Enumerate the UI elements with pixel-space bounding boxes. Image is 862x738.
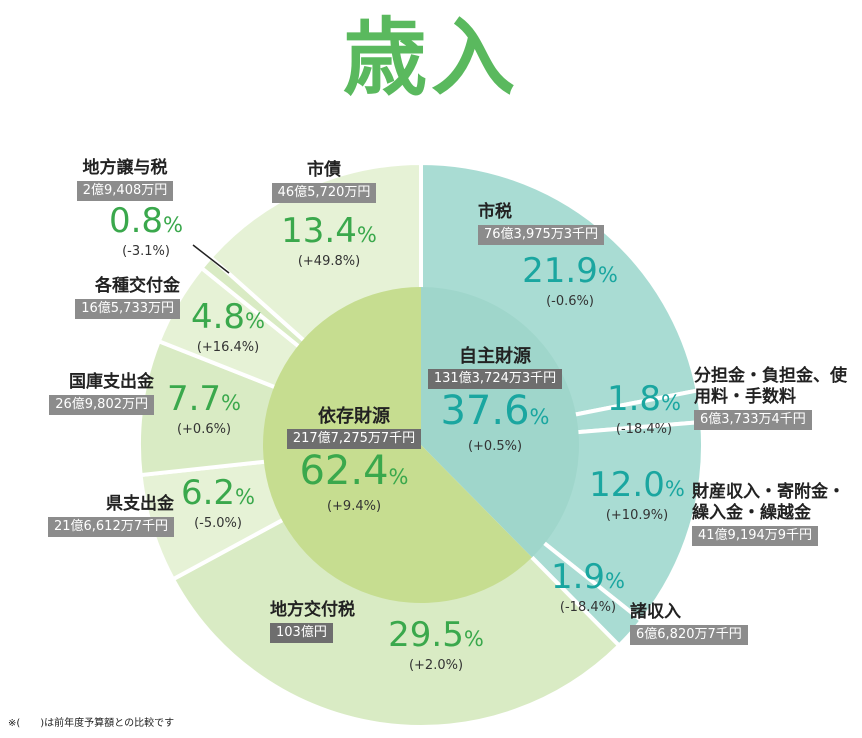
pct-shisai: 13.4% (+49.8%) [264,212,394,270]
slice-amount: 2億9,408万円 [76,181,174,201]
slice-name: 各種交付金 [95,276,180,296]
slice-percent: 13.4 [281,211,357,251]
percent-sign: % [163,213,184,237]
percent-sign: % [664,477,685,501]
slice-amount: 6億3,733万4千円 [694,410,812,430]
slice-amount: 16億5,733万円 [75,299,180,319]
leader-line [192,244,230,274]
label-kokko: 国庫支出金 26億9,802万円 [14,372,154,415]
percent-sign: % [235,485,256,509]
pct-shoshunyu: 1.9% (-18.4%) [540,558,636,616]
percent-sign: % [221,391,242,415]
percent-sign: % [356,223,377,247]
group-amount: 131億3,724万3千円 [427,369,563,389]
slice-amount: 21億6,612万7千円 [47,517,174,537]
slice-percent: 0.8 [108,201,164,241]
slice-amount: 26億9,802万円 [49,395,154,415]
percent-sign: % [463,627,484,651]
slice-percent: 12.0 [589,465,665,505]
percent-sign: % [388,465,409,489]
label-joyozei: 地方譲与税 2億9,408万円 [60,158,190,201]
slice-change: (-3.1%) [122,244,170,259]
percent-sign: % [605,569,626,593]
group-change: (+0.5%) [467,439,523,454]
group-name: 依存財源 [318,406,390,427]
slice-change: (-5.0%) [194,516,242,531]
label-shizei: 市税 76億3,975万3千円 [478,202,605,245]
percent-sign: % [597,263,618,287]
inner-slice-0 [421,287,579,558]
percent-sign: % [661,391,682,415]
slice-change: (+16.4%) [196,340,260,355]
slice-percent: 4.8 [190,297,246,337]
slice-amount: 6億6,820万7千円 [630,625,748,645]
group-amount: 217億7,275万7千円 [286,429,422,449]
chart-title: 歳入 [342,8,519,107]
slice-name: 市税 [478,202,512,222]
pct-kokko: 7.7% (+0.6%) [158,380,250,438]
slice-change: (+49.8%) [297,254,361,269]
pct-zaisan: 12.0% (+10.9%) [582,466,692,524]
slice-name: 地方譲与税 [82,158,168,178]
percent-sign: % [245,309,266,333]
pct-kofuzei: 29.5% (+2.0%) [376,616,496,674]
label-jishu: 自主財源 131億3,724万3千円 37.6% (+0.5%) [408,346,582,455]
slice-change: (+10.9%) [605,508,669,523]
slice-percent: 1.9 [550,557,606,597]
footnote: ※( )は前年度予算額との比較です [8,718,175,729]
slice-amount: 41億9,194万9千円 [692,526,819,546]
slice-percent: 1.8 [606,379,662,419]
group-percent: 37.6 [440,388,530,434]
pct-shizei: 21.9% (-0.6%) [505,252,635,310]
percent-sign: % [529,405,550,429]
group-percent: 62.4 [299,448,389,494]
slice-change: (+0.6%) [176,422,232,437]
label-shisai: 市債 46億5,720万円 [254,160,394,203]
label-zaisan: 財産収入・寄附金・繰入金・繰越金 41億9,194万9千円 [692,482,857,546]
label-shoshunyu: 諸収入 6億6,820万7千円 [630,602,748,645]
slice-percent: 6.2 [180,473,236,513]
slice-percent: 21.9 [522,251,598,291]
pct-joyozei: 0.8% (-3.1%) [96,202,196,260]
label-izon: 依存財源 217億7,275万7千円 62.4% (+9.4%) [266,406,442,515]
slice-name: 財産収入・寄附金・繰入金・繰越金 [692,482,845,523]
label-kofuzei: 地方交付税 103億円 [270,600,355,643]
slice-name: 諸収入 [630,602,681,622]
slice-name: 国庫支出金 [69,372,154,392]
pct-kakushu: 4.8% (+16.4%) [180,298,276,356]
slice-name: 市債 [307,160,341,180]
slice-name: 分担金・負担金、使用料・手数料 [694,366,847,407]
label-kenshishutsu: 県支出金 21億6,612万7千円 [14,494,174,537]
slice-name: 地方交付税 [270,600,355,620]
slice-amount: 46億5,720万円 [271,183,377,203]
label-buntankin: 分担金・負担金、使用料・手数料 6億3,733万4千円 [694,366,854,430]
pct-kenshishutsu: 6.2% (-5.0%) [172,474,264,532]
slice-name: 県支出金 [106,494,174,514]
slice-change: (-18.4%) [615,422,673,437]
slice-change: (-0.6%) [546,294,594,309]
slice-change: (+2.0%) [408,658,464,673]
slice-amount: 103億円 [270,623,333,643]
slice-percent: 7.7 [166,379,222,419]
label-kakushu: 各種交付金 16億5,733万円 [40,276,180,319]
slice-percent: 29.5 [388,615,464,655]
slice-amount: 76億3,975万3千円 [478,225,605,245]
pct-buntankin: 1.8% (-18.4%) [598,380,690,438]
group-change: (+9.4%) [326,499,382,514]
slice-change: (-18.4%) [559,600,617,615]
group-name: 自主財源 [459,346,531,367]
